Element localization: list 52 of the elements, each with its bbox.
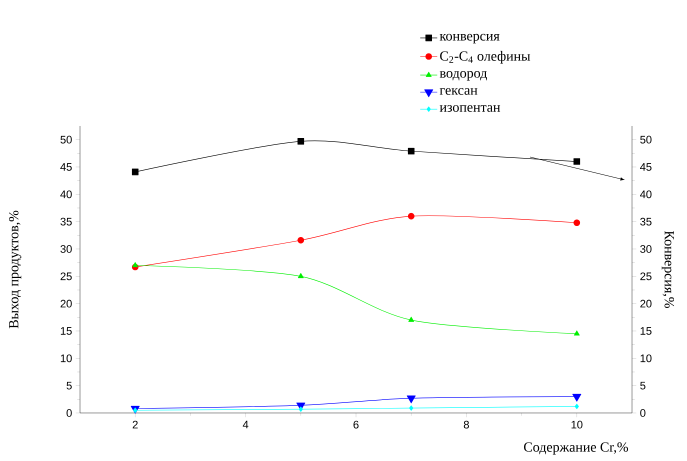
y-tick-label: 40 xyxy=(60,190,72,198)
y2-tick-label: 0 xyxy=(640,409,646,417)
point xyxy=(298,406,303,412)
y2-tick-label: 30 xyxy=(640,245,652,253)
y2-tick-label: 10 xyxy=(640,354,652,362)
y-tick-label: 45 xyxy=(60,163,72,171)
y2-tick-label: 40 xyxy=(640,190,652,198)
point xyxy=(408,316,414,322)
y-axis-title: Выход продуктов,% xyxy=(8,210,22,328)
y-tick-label: 30 xyxy=(60,245,72,253)
y-tick-label: 15 xyxy=(60,327,72,335)
point xyxy=(132,168,138,176)
y2-tick-label: 25 xyxy=(640,272,652,280)
legend-label: C$_{2}$-C$_{4}$ олефины xyxy=(440,50,530,64)
point xyxy=(408,148,414,154)
point xyxy=(574,158,580,165)
point xyxy=(406,396,416,404)
y2-tick-label: 45 xyxy=(640,163,652,171)
y-tick-label: 25 xyxy=(60,272,72,280)
y-tick-label: 50 xyxy=(60,136,72,144)
y2-tick-label: 15 xyxy=(640,327,652,335)
x-tick-label: 6 xyxy=(354,420,359,429)
legend-label: водород xyxy=(440,71,487,81)
point xyxy=(572,394,582,402)
point xyxy=(298,273,304,278)
x-tick-label: 4 xyxy=(242,420,248,428)
point xyxy=(574,219,580,226)
point xyxy=(409,405,414,411)
legend-label: конверсия xyxy=(440,34,500,44)
x-tick-label: 10 xyxy=(572,420,582,429)
legend-label: изопентан xyxy=(440,105,500,112)
legend-label: гексан xyxy=(440,88,478,95)
point xyxy=(408,212,414,220)
y-tick-label: 20 xyxy=(60,300,72,308)
point xyxy=(298,236,304,244)
y-tick-label: 35 xyxy=(60,218,72,226)
y2-tick-label: 35 xyxy=(640,218,652,226)
x-tick-label: 8 xyxy=(464,420,469,429)
point xyxy=(574,404,579,410)
point xyxy=(132,262,138,268)
y-tick-label: 0 xyxy=(66,409,72,417)
y2-axis-title: Конверсия,% xyxy=(662,230,674,308)
y-tick-label: 10 xyxy=(60,354,72,362)
point xyxy=(298,138,304,145)
point xyxy=(133,408,138,413)
x-axis-title: Содержание Cr,% xyxy=(524,442,628,455)
x-tick-label: 2 xyxy=(132,420,138,428)
y2-tick-label: 20 xyxy=(640,300,652,308)
y2-tick-label: 50 xyxy=(640,136,652,144)
y2-tick-label: 5 xyxy=(640,382,646,390)
point xyxy=(574,330,580,336)
y-tick-label: 5 xyxy=(66,382,72,390)
